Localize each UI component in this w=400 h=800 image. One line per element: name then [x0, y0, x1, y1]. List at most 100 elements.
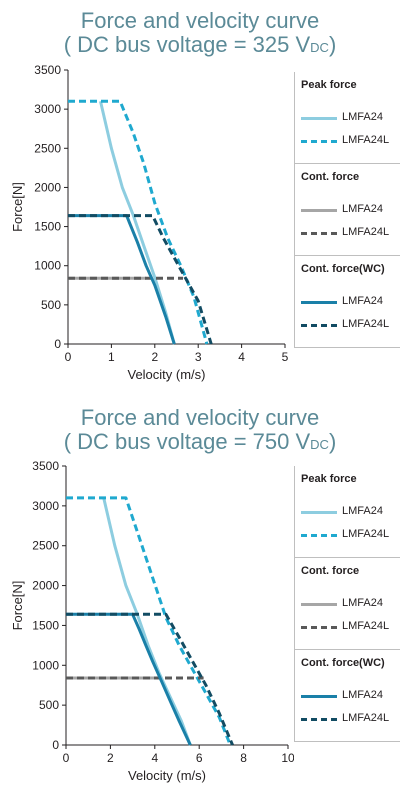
legend-group: Cont. force(WC) LMFA24 LMFA24L — [295, 650, 400, 742]
legend-group-title: Peak force — [301, 473, 357, 485]
legend-item: LMFA24 — [295, 501, 400, 524]
y-tick-label: 3000 — [34, 102, 61, 116]
legend-swatch — [301, 140, 337, 143]
legend-group-title: Cont. force — [301, 565, 360, 577]
legend-group-title: Cont. force(WC) — [301, 657, 385, 669]
chart-title-line2: ( DC bus voltage = 750 VDC) — [0, 430, 400, 457]
legend-group: Peak force LMFA24 LMFA24L — [295, 466, 400, 558]
legend-item: LMFA24L — [295, 524, 400, 547]
legend-swatch — [301, 324, 337, 327]
legend-item-label: LMFA24 — [342, 505, 383, 517]
chart-panel-325v: Force and velocity curve ( DC bus voltag… — [0, 9, 400, 382]
force-velocity-chart-750v: 0 500 1000 1500 2000 2500 3000 3500 0 2 4 6 8 10 Veloc… — [10, 459, 294, 783]
series-line-cont-force-wc-lmfa24 — [66, 612, 192, 746]
y-axis-label: Force[N] — [10, 182, 25, 232]
title-close-paren: ) — [328, 32, 337, 57]
y-tick-label: 3500 — [34, 63, 61, 77]
x-tick-label: 0 — [65, 350, 72, 364]
y-tick-label: 1500 — [34, 220, 61, 234]
chart-title-line1: Force and velocity curve — [80, 405, 320, 430]
x-tick-label: 0 — [63, 751, 70, 765]
x-tick-label: 6 — [196, 751, 203, 765]
legend-item: LMFA24L — [295, 708, 400, 731]
y-tick-label: 1500 — [32, 618, 59, 632]
y-tick-label: 2500 — [34, 141, 61, 155]
legend-swatch — [301, 511, 337, 514]
title-voltage-text: ( DC bus voltage = 750 V — [63, 429, 311, 454]
y-tick-label: 3500 — [32, 459, 59, 473]
x-tick-label: 2 — [151, 350, 158, 364]
series-line-peak-force-lmfa24l — [68, 99, 209, 345]
y-tick-label: 1000 — [34, 259, 61, 273]
legend-swatch — [301, 209, 337, 212]
x-axis-label: Velocity (m/s) — [128, 768, 206, 783]
legend-item: LMFA24 — [295, 199, 400, 222]
legend-item-label: LMFA24L — [342, 134, 390, 146]
legend-swatch — [301, 117, 337, 120]
chart-title: Force and velocity curve ( DC bus voltag… — [0, 9, 400, 60]
y-tick-label: 500 — [41, 298, 61, 312]
series-line-cont-force-wc-lmfa24l — [66, 612, 234, 746]
title-close-paren: ) — [328, 429, 337, 454]
legend-swatch — [301, 695, 337, 698]
legend-group: Cont. force LMFA24 LMFA24L — [295, 164, 400, 256]
y-tick-label: 500 — [39, 698, 59, 712]
legend-item: LMFA24L — [295, 616, 400, 639]
legend-swatch — [301, 232, 337, 235]
legend-group: Cont. force LMFA24 LMFA24L — [295, 558, 400, 650]
x-tick-label: 3 — [195, 350, 202, 364]
legend-item: LMFA24L — [295, 314, 400, 337]
legend-item-label: LMFA24 — [342, 111, 383, 123]
legend-item-label: LMFA24L — [342, 318, 390, 330]
legend-item-label: LMFA24L — [342, 226, 390, 238]
y-tick-label: 2000 — [32, 579, 59, 593]
legend-item-label: LMFA24L — [342, 528, 390, 540]
legend-item-label: LMFA24 — [342, 597, 383, 609]
legend-group-title: Peak force — [301, 79, 357, 91]
chart-panel-750v: Force and velocity curve ( DC bus voltag… — [0, 400, 400, 800]
y-tick-label: 0 — [52, 738, 59, 752]
legend-group-title: Cont. force — [301, 171, 360, 183]
legend-item: LMFA24 — [295, 685, 400, 708]
chart-legend: Peak force LMFA24 LMFA24L Cont. force LMFA24… — [294, 466, 400, 742]
legend-item-label: LMFA24L — [342, 620, 390, 632]
chart-legend: Peak force LMFA24 LMFA24L Cont. force LMFA24… — [294, 72, 400, 348]
chart-title: Force and velocity curve ( DC bus voltag… — [0, 406, 400, 457]
series-line-peak-force-lmfa24l — [66, 496, 232, 746]
legend-swatch — [301, 718, 337, 721]
legend-item-label: LMFA24 — [342, 689, 383, 701]
y-tick-label: 3000 — [32, 499, 59, 513]
title-voltage-subscript: DC — [310, 437, 329, 452]
x-tick-label: 8 — [240, 751, 247, 765]
y-tick-label: 1000 — [32, 658, 59, 672]
x-tick-label: 10 — [281, 751, 294, 765]
x-axis-label: Velocity (m/s) — [127, 367, 205, 382]
legend-item-label: LMFA24 — [342, 203, 383, 215]
legend-swatch — [301, 534, 337, 537]
x-tick-label: 4 — [238, 350, 245, 364]
legend-item: LMFA24 — [295, 593, 400, 616]
chart-title-line1: Force and velocity curve — [80, 8, 320, 33]
legend-item: LMFA24L — [295, 130, 400, 153]
x-tick-label: 4 — [151, 751, 158, 765]
series-line-peak-force-lmfa24 — [102, 497, 192, 746]
x-tick-label: 2 — [107, 751, 114, 765]
legend-swatch — [301, 301, 337, 304]
x-tick-label: 1 — [108, 350, 115, 364]
force-velocity-chart-325v: 0 500 1000 1500 2000 2500 3000 3500 0 1 2 3 4 5 Veloci… — [10, 63, 289, 382]
legend-item-label: LMFA24L — [342, 712, 390, 724]
series-line-cont-force-wc-lmfa24l — [68, 214, 213, 345]
legend-item-label: LMFA24 — [342, 295, 383, 307]
y-tick-label: 2500 — [32, 539, 59, 553]
y-tick-label: 0 — [54, 337, 61, 351]
series-line-cont-force-wc-lmfa24 — [68, 214, 176, 345]
chart-title-line2: ( DC bus voltage = 325 VDC) — [0, 33, 400, 60]
x-tick-label: 5 — [282, 350, 289, 364]
legend-item: LMFA24 — [295, 291, 400, 314]
legend-swatch — [301, 603, 337, 606]
legend-group: Cont. force(WC) LMFA24 LMFA24L — [295, 256, 400, 348]
legend-item: LMFA24L — [295, 222, 400, 245]
y-axis-label: Force[N] — [10, 581, 25, 631]
title-voltage-text: ( DC bus voltage = 325 V — [63, 32, 311, 57]
legend-swatch — [301, 626, 337, 629]
